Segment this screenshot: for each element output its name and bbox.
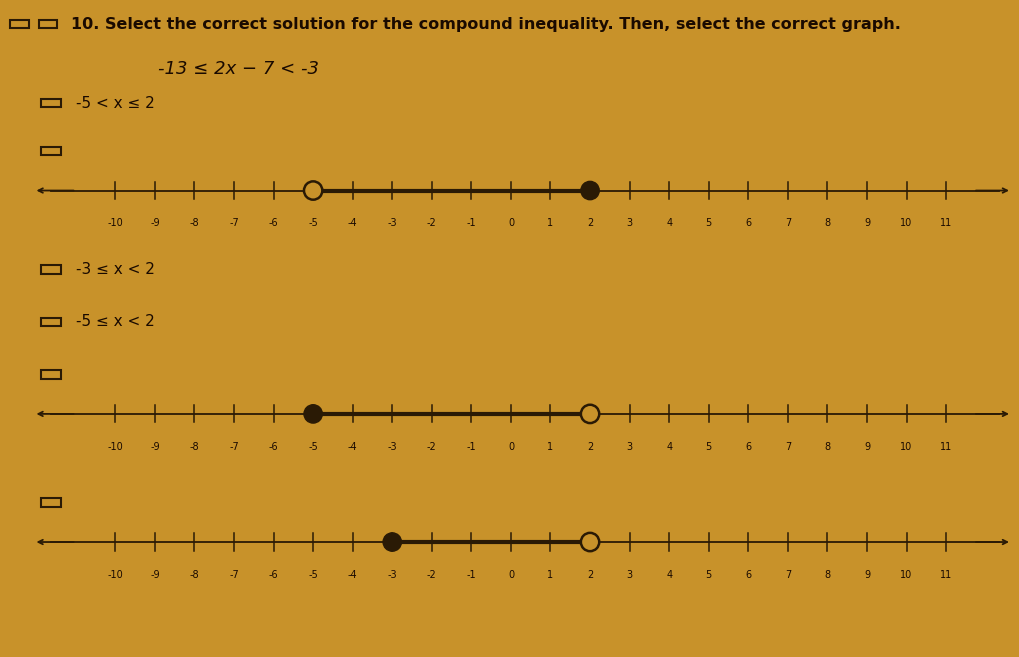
Text: 6: 6 [745,442,751,451]
Text: -5: -5 [309,218,318,228]
Text: 4: 4 [666,570,673,579]
Text: 6: 6 [745,218,751,228]
Bar [39,20,57,28]
Text: 1: 1 [547,570,553,579]
Text: -3: -3 [387,218,397,228]
Text: 8: 8 [824,442,830,451]
Text: -1: -1 [467,442,476,451]
Text: -1: -1 [467,570,476,579]
Ellipse shape [581,405,599,423]
Text: -9: -9 [150,442,160,451]
Text: -5 ≤ x < 2: -5 ≤ x < 2 [76,315,155,329]
Text: -3: -3 [387,570,397,579]
Ellipse shape [304,405,322,423]
Text: 7: 7 [785,442,791,451]
Bar [41,371,61,378]
Bar [41,499,61,507]
Text: 11: 11 [940,442,952,451]
Text: 6: 6 [745,570,751,579]
Text: -5 < x ≤ 2: -5 < x ≤ 2 [76,96,155,110]
Text: 10: 10 [901,218,913,228]
Ellipse shape [581,533,599,551]
Text: -8: -8 [190,218,200,228]
Text: -6: -6 [269,442,278,451]
Text: 3: 3 [627,570,633,579]
Text: 1: 1 [547,442,553,451]
Ellipse shape [304,181,322,200]
Text: -7: -7 [229,218,238,228]
Text: 1: 1 [547,218,553,228]
Text: 4: 4 [666,218,673,228]
Text: -6: -6 [269,570,278,579]
Text: 7: 7 [785,570,791,579]
Text: -9: -9 [150,570,160,579]
Text: 0: 0 [507,570,514,579]
Text: -7: -7 [229,570,238,579]
Text: 11: 11 [940,218,952,228]
Text: -6: -6 [269,218,278,228]
Text: 8: 8 [824,570,830,579]
Text: 9: 9 [864,570,870,579]
Text: 9: 9 [864,218,870,228]
Text: 2: 2 [587,442,593,451]
Text: -7: -7 [229,442,238,451]
Text: 2: 2 [587,218,593,228]
Text: 5: 5 [705,570,712,579]
Text: -8: -8 [190,442,200,451]
Text: -5: -5 [309,570,318,579]
Bar [41,265,61,273]
Bar [41,99,61,107]
Text: -3: -3 [387,442,397,451]
Text: 10: 10 [901,570,913,579]
Text: -8: -8 [190,570,200,579]
Text: -10: -10 [107,570,123,579]
Text: -1: -1 [467,218,476,228]
Text: 3: 3 [627,218,633,228]
Bar [10,20,29,28]
Text: -9: -9 [150,218,160,228]
Text: -3 ≤ x < 2: -3 ≤ x < 2 [76,262,155,277]
Text: -13 ≤ 2x − 7 < -3: -13 ≤ 2x − 7 < -3 [158,60,319,78]
Ellipse shape [581,181,599,200]
Text: 9: 9 [864,442,870,451]
Text: 11: 11 [940,570,952,579]
Text: -4: -4 [347,218,358,228]
Text: -2: -2 [427,442,437,451]
Bar [41,318,61,326]
Text: -5: -5 [309,442,318,451]
Text: 5: 5 [705,442,712,451]
Text: 7: 7 [785,218,791,228]
Text: 2: 2 [587,570,593,579]
Text: -10: -10 [107,218,123,228]
Text: -2: -2 [427,570,437,579]
Text: -4: -4 [347,570,358,579]
Text: 10. Select the correct solution for the compound inequality. Then, select the co: 10. Select the correct solution for the … [71,17,901,32]
Text: -10: -10 [107,442,123,451]
Text: 5: 5 [705,218,712,228]
Ellipse shape [383,533,401,551]
Text: 4: 4 [666,442,673,451]
Text: 0: 0 [507,218,514,228]
Text: -4: -4 [347,442,358,451]
Text: 3: 3 [627,442,633,451]
Text: 10: 10 [901,442,913,451]
Bar [41,147,61,155]
Text: -2: -2 [427,218,437,228]
Text: 0: 0 [507,442,514,451]
Text: 8: 8 [824,218,830,228]
